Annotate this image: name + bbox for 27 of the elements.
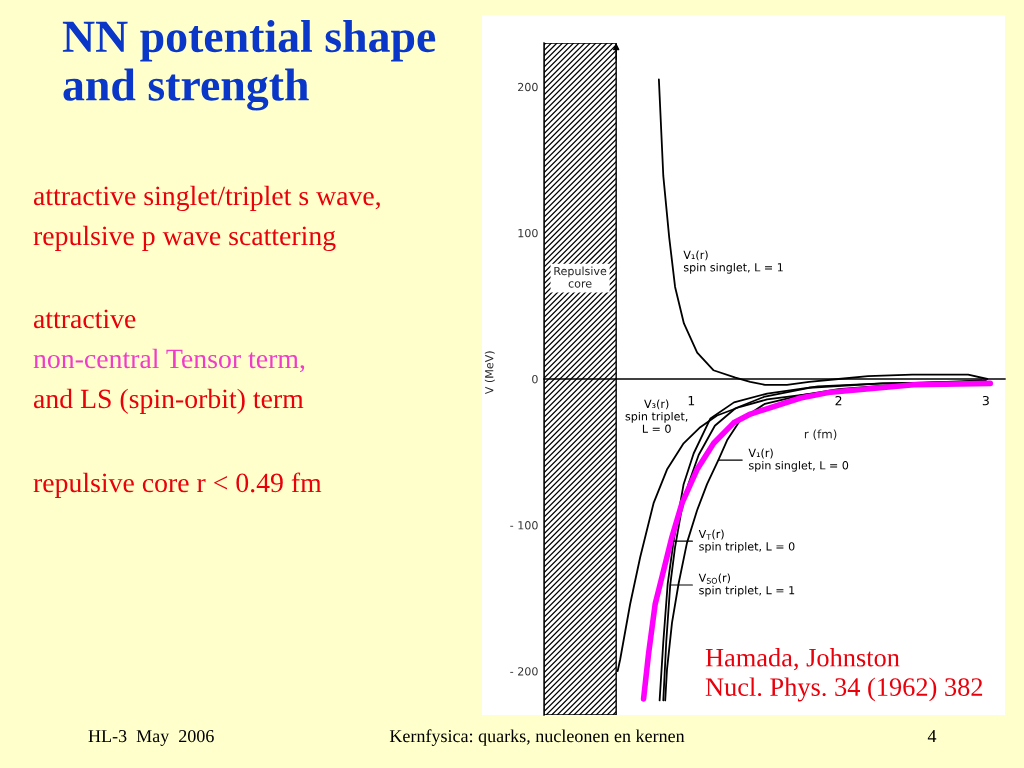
x-tick-label: 2 (835, 395, 842, 406)
y-tick-label: 200 (518, 82, 538, 92)
y-axis-title: V (MeV) (484, 351, 495, 395)
legend-label: V$_{T}$(r) spin triplet, L = 0 (698, 529, 795, 553)
x-tick-label: 3 (982, 395, 989, 406)
legend-label: V₁(r) spin singlet, L = 0 (748, 448, 849, 472)
y-tick-label: 100 (518, 228, 538, 238)
annotation: Hamada, Johnston Nucl. Phys. 34 (1962) 382 (705, 648, 983, 702)
text: attractive singlet/triplet s wave, (33, 185, 380, 211)
text: repulsive p wave scattering (33, 225, 336, 251)
text: HL-3 May 2006 (88, 729, 214, 746)
text: Kernfysica: quarks, nucleonen en kernen (389, 729, 685, 746)
text: and LS (spin-orbit) term (33, 388, 304, 414)
series-label: V₁(r) spin singlet, L = 1 (683, 250, 783, 274)
chart-title: NN potential shape and strength (62, 20, 436, 111)
x-axis-title: r (fm) (804, 429, 837, 440)
text: non-central Tensor term, (33, 348, 305, 373)
x-tick-label: 1 (688, 396, 695, 406)
text: 4 (927, 730, 937, 742)
text: attractive (33, 309, 136, 329)
text: repulsive core r < 0.49 fm (33, 472, 322, 498)
y-tick-label: - 200 (510, 667, 538, 676)
series-label: V₃(r) spin triplet, L = 0 (625, 399, 688, 433)
legend-label: V$_{SO}$(r) spin triplet, L = 1 (698, 573, 795, 597)
y-tick-label: - 100 (510, 521, 538, 530)
band-label: Repulsive core (554, 266, 607, 288)
y-tick-label: 0 (532, 374, 538, 384)
